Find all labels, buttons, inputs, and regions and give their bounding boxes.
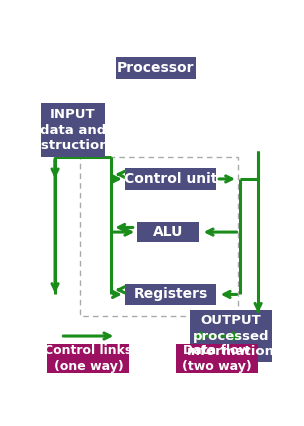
Text: Processor: Processor (117, 61, 195, 75)
Bar (190, 310, 272, 362)
Text: Registers: Registers (133, 288, 208, 302)
Bar (137, 222, 199, 242)
Bar (47, 344, 130, 373)
Text: ALU: ALU (153, 225, 183, 239)
Bar (176, 344, 258, 373)
Text: Data flow
(two way): Data flow (two way) (182, 344, 252, 373)
Text: Control unit: Control unit (124, 172, 217, 186)
Text: INPUT
data and
instructions: INPUT data and instructions (28, 109, 118, 153)
Bar (41, 104, 105, 157)
Text: Control links
(one way): Control links (one way) (44, 344, 133, 373)
Bar (116, 57, 196, 79)
Bar (80, 157, 238, 316)
Text: OUTPUT
processed
information: OUTPUT processed information (187, 314, 275, 358)
Bar (125, 284, 216, 305)
Bar (125, 168, 216, 190)
